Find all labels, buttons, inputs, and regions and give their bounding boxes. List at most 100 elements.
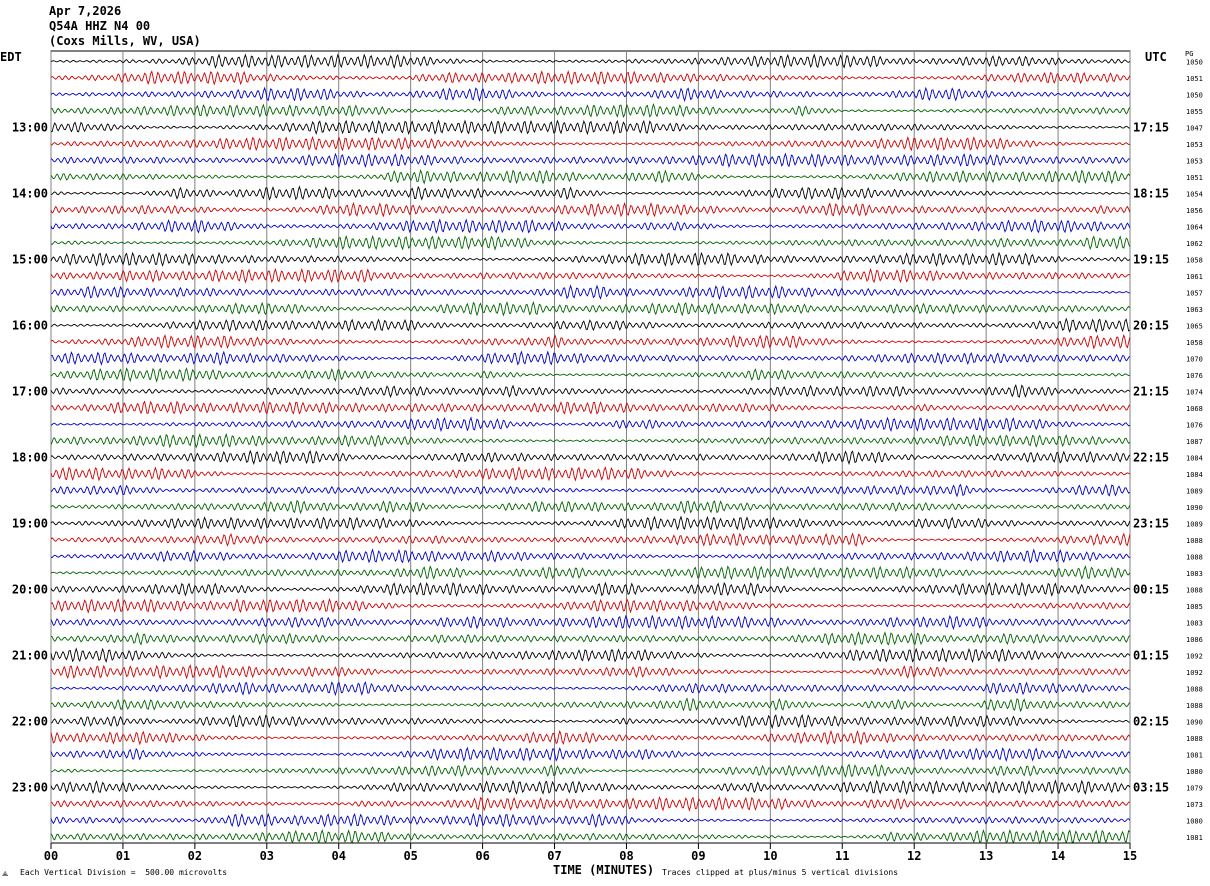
row-value-label: 1076 [1186,421,1203,429]
left-hour-label: 13:00 [12,120,48,134]
row-value-label: 1070 [1186,355,1203,363]
right-hour-label: 18:15 [1133,186,1169,200]
row-value-label: 1083 [1186,619,1203,627]
trace-row [50,515,1131,532]
row-value-label: 1050 [1186,58,1203,66]
station-location: (Coxs Mills, WV, USA) [49,34,201,48]
plot-date: Apr 7,2026 [49,4,122,18]
row-value-label: 1088 [1186,735,1203,743]
footer-marker: ⟁ [2,870,9,878]
right-hour-label: 02:15 [1133,714,1169,728]
trace-row [50,681,1130,697]
x-tick-label: 08 [619,849,633,863]
row-value-label: 1090 [1186,718,1203,726]
row-value-label: 1088 [1186,537,1203,545]
row-value-label: 1088 [1186,702,1203,710]
trace-row [50,483,1131,498]
right-hour-label: 23:15 [1133,516,1169,530]
trace-row [50,548,1131,564]
trace-row [50,796,1130,812]
x-tick-label: 13 [979,849,993,863]
trace-row [50,400,1131,415]
trace-row [50,300,1131,317]
trace-row [50,53,1131,70]
row-value-label: 1080 [1186,817,1203,825]
left-hour-label: 15:00 [12,252,48,266]
clipping-note: Traces clipped at plus/minus 5 vertical … [662,868,899,877]
trace-row [50,729,1131,746]
right-hour-label: 17:15 [1133,120,1169,134]
row-value-label: 1088 [1186,553,1203,561]
trace-group [50,53,1131,845]
row-value-label: 1090 [1186,504,1203,512]
trace-row [50,746,1131,763]
right-hour-label: 21:15 [1133,384,1169,398]
x-axis-title: TIME (MINUTES) [553,863,655,877]
trace-row [50,284,1130,301]
trace-row [50,828,1131,845]
x-tick-label: 11 [835,849,849,863]
trace-row [50,102,1131,118]
trace-row [50,432,1131,449]
left-hour-label: 22:00 [12,714,48,728]
x-tick-label: 00 [44,849,58,863]
x-tick-label: 06 [475,849,489,863]
row-value-label: 1076 [1186,372,1203,380]
row-value-label: 1058 [1186,339,1203,347]
trace-row [50,218,1131,234]
trace-row [50,350,1131,366]
trace-row [50,714,1130,730]
x-tick-label: 10 [763,849,777,863]
x-tick-label: 03 [260,849,274,863]
row-value-label: 1088 [1186,685,1203,693]
trace-row [50,466,1131,482]
trace-row [50,779,1131,796]
trace-row [50,135,1130,152]
left-hour-label: 14:00 [12,186,48,200]
trace-row [50,416,1130,433]
row-value-label: 1074 [1186,388,1203,396]
x-tick-label: 02 [188,849,202,863]
row-value-label: 1057 [1186,289,1203,297]
row-value-label: 1051 [1186,174,1203,182]
station-code: Q54A HHZ N4 00 [49,19,151,33]
x-tick-label: 12 [907,849,921,863]
trace-row [50,581,1131,597]
trace-row [50,267,1131,284]
right-timezone-label: UTC [1145,50,1167,64]
row-value-label: 1084 [1186,454,1203,462]
row-value-label: 1051 [1186,75,1203,83]
trace-row [50,614,1131,631]
right-hour-label: 00:15 [1133,582,1169,596]
row-value-label: 1058 [1186,256,1203,264]
row-value-label: 1053 [1186,141,1203,149]
row-value-label: 1047 [1186,124,1203,132]
row-value-label: 1056 [1186,207,1203,215]
row-value-label: 1054 [1186,190,1203,198]
x-tick-label: 14 [1051,849,1065,863]
left-hour-label: 16:00 [12,318,48,332]
trace-row [50,251,1131,267]
trace-row [50,234,1131,251]
row-value-label: 1079 [1186,784,1203,792]
trace-row [50,367,1130,383]
row-value-label: 1063 [1186,306,1203,314]
row-value-label: 1053 [1186,157,1203,165]
x-tick-label: 15 [1123,849,1137,863]
row-value-label: 1087 [1186,438,1203,446]
row-value-label: 1092 [1186,652,1203,660]
trace-row [50,119,1130,136]
plot-grid [50,50,1131,849]
row-value-label: 1065 [1186,322,1203,330]
row-value-label: 1055 [1186,108,1203,116]
right-hour-label: 19:15 [1133,252,1169,266]
row-value-label: 1084 [1186,471,1203,479]
trace-row [51,763,1131,778]
left-hour-label: 23:00 [12,780,48,794]
label-group: 00 01 02 03 04 05 06 07 08 09 10 11 12 13 14 15 1050 1051… [12,58,1203,863]
left-hour-label: 18:00 [12,450,48,464]
trace-row [50,647,1131,663]
trace-row [50,317,1130,334]
right-hour-label: 01:15 [1133,648,1169,662]
